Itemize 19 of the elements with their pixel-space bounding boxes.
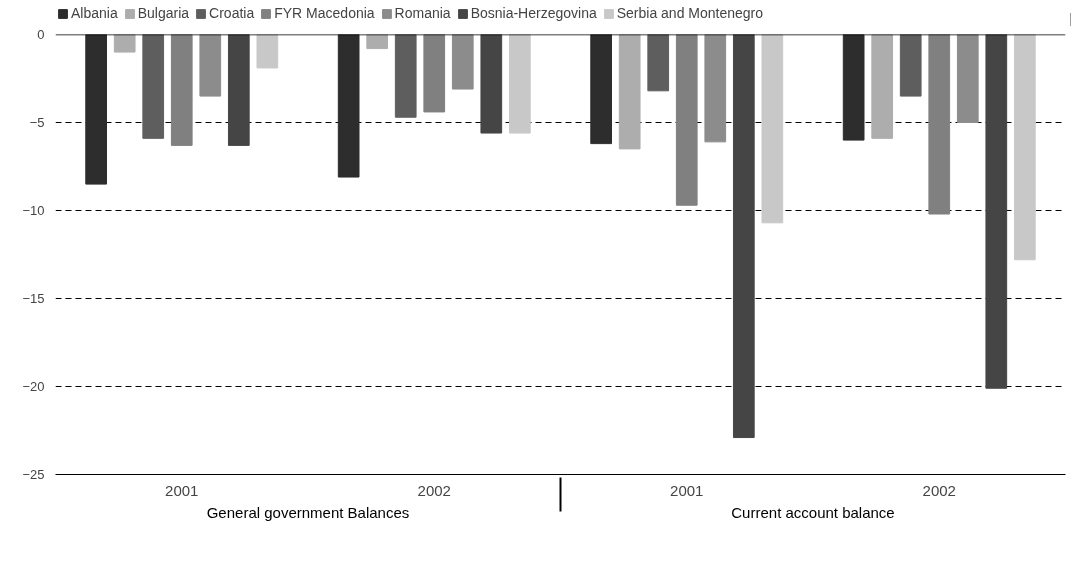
legend-label: Albania (71, 5, 118, 21)
text: General government Balances (206, 503, 410, 521)
y-tick-label: −5 (29, 115, 45, 130)
y-tick-label: −25 (22, 467, 45, 482)
legend-label: Bulgaria (137, 5, 190, 21)
y-tick-label: −10 (22, 203, 45, 218)
legend-label: Romania (394, 5, 451, 21)
x-tick-label: 2001 (165, 481, 199, 499)
x-tick-label: 2001 (670, 481, 704, 499)
x-tick-label: 2002 (922, 481, 956, 499)
legend-label: Bosnia-Herzegovina (470, 5, 597, 21)
y-tick-label: −20 (22, 379, 45, 394)
legend-label: Croatia (209, 5, 255, 21)
y-tick-label: 0 (37, 27, 45, 42)
legend-label: Serbia and Montenegro (616, 5, 764, 21)
y-tick-label: −15 (22, 291, 45, 306)
x-tick-label: 2002 (417, 481, 451, 499)
text: Current account balance (731, 503, 895, 521)
legend-label: FYR Macedonia (274, 5, 375, 21)
